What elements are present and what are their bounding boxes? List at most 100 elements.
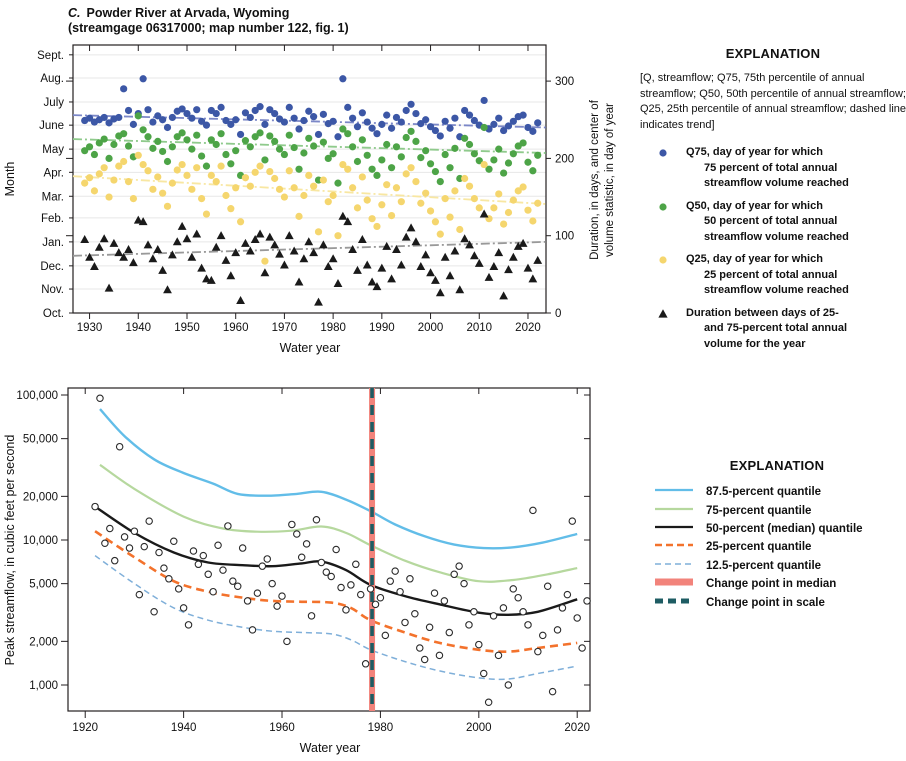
peak-data-point (179, 604, 188, 612)
scatter-point-duration (518, 238, 528, 247)
line-swatch-glyph (655, 578, 693, 586)
scatter-point-q75 (188, 114, 196, 122)
scatter-point-q75 (168, 113, 176, 122)
peak-data-point (165, 575, 173, 583)
scatter-point-q75 (412, 109, 420, 118)
scatter-point-q50 (280, 150, 289, 159)
scatter-point-q75 (339, 75, 347, 83)
peak-data-point (224, 522, 232, 530)
scatter-point-duration (167, 250, 177, 259)
scatter-point-duration (416, 262, 426, 271)
peak-data-point (475, 640, 483, 649)
scatter-point-duration (265, 232, 275, 241)
scatter-point-q75 (227, 120, 235, 128)
scatter-point-q50 (207, 136, 215, 144)
peak-data-point (376, 593, 385, 602)
scatter-point-q50 (275, 145, 284, 153)
peak-data-point (420, 655, 429, 664)
peak-data-point (553, 626, 562, 634)
peak-data-point (258, 562, 267, 570)
scatter-point-q25 (407, 164, 415, 172)
scatter-point-duration (460, 234, 470, 243)
month-tick-label: Jan. (42, 237, 64, 249)
scatter-point-q75 (198, 117, 206, 125)
scatter-point-q50 (339, 125, 347, 133)
scatter-point-duration (353, 265, 362, 274)
scatter-point-q25 (436, 230, 444, 238)
scatter-point-duration (367, 277, 377, 286)
scatter-point-q25 (202, 210, 211, 218)
scatter-point-q25 (514, 187, 522, 195)
scatter-point-duration (85, 252, 94, 261)
peak-data-point (489, 612, 498, 620)
scatter-point-duration (318, 240, 328, 249)
scatter-point-q50 (110, 140, 118, 149)
scatter-point-duration (163, 285, 172, 294)
scatter-point-q25 (241, 174, 250, 182)
peak-data-point (140, 542, 149, 551)
legend-row-q25line: 25-percent quantile (648, 538, 906, 556)
quantile-line-25-percent (94, 530, 578, 653)
right-tick-label: 200 (555, 153, 574, 165)
scatter-point-q25 (529, 217, 537, 225)
scatter-point-q75 (519, 111, 527, 119)
peak-data-point (494, 651, 503, 660)
scatter-point-duration (533, 255, 543, 264)
scatter-point-q50 (441, 150, 449, 159)
scatter-point-q75 (193, 106, 201, 114)
peak-data-point (356, 590, 365, 599)
scatter-point-duration (211, 242, 221, 251)
scatter-point-q50 (188, 145, 196, 153)
peak-data-point (416, 644, 424, 652)
scatter-point-q75 (241, 109, 250, 117)
scatter-point-q75 (314, 130, 323, 139)
scatter-point-q25 (378, 201, 386, 209)
scatter-point-q50 (266, 132, 274, 140)
scatter-point-q25 (95, 170, 103, 178)
scatter-point-q25 (256, 162, 264, 170)
scatter-point-q25 (212, 177, 220, 186)
scatter-point-q25 (222, 191, 230, 200)
scatter-point-duration (465, 240, 474, 249)
scatter-point-q25 (275, 185, 284, 193)
peak-data-point (534, 647, 542, 656)
bottom-y-axis-title: Peak streamflow, in cubic feet per secon… (3, 435, 17, 666)
scatter-point-q25 (246, 182, 254, 190)
scatter-point-q25 (110, 176, 118, 184)
peak-data-point (479, 669, 488, 678)
quantile-line-87.5-percent (99, 408, 578, 550)
peak-data-point (229, 577, 237, 585)
y-tick-label: 50,000 (23, 434, 58, 446)
scatter-point-q50 (324, 154, 332, 162)
scatter-point-q50 (451, 144, 459, 152)
scatter-point-duration (396, 260, 406, 269)
peak-data-point (435, 651, 444, 660)
peak-data-point (106, 524, 114, 533)
scatter-point-q25 (207, 171, 215, 180)
scatter-point-q25 (124, 177, 133, 186)
peak-data-point (583, 597, 591, 605)
scatter-point-q50 (198, 152, 206, 160)
y-tick-label: 20,000 (23, 491, 58, 503)
scatter-point-q50 (105, 154, 113, 162)
scatter-point-q25 (441, 194, 449, 203)
bottom-x-axis-title: Water year (300, 741, 361, 755)
legend-row-median: 50-percent (median) quantile (648, 520, 906, 538)
scatter-point-duration (192, 229, 202, 238)
scatter-point-duration (158, 265, 168, 274)
changepoint-scale-line-icon (648, 594, 700, 612)
scatter-point-duration (445, 271, 455, 280)
scatter-point-q75 (500, 126, 508, 135)
scatter-point-q75 (397, 118, 405, 126)
scatter-point-q25 (480, 160, 488, 169)
scatter-point-q25 (85, 174, 94, 182)
scatter-point-q75 (407, 100, 415, 108)
scatter-point-q25 (451, 187, 459, 195)
x-tick-label: 2020 (515, 322, 541, 334)
peak-data-point (386, 577, 395, 585)
scatter-point-q50 (480, 123, 488, 132)
peak-data-point (425, 623, 434, 632)
scatter-point-q25 (227, 205, 235, 213)
scatter-point-duration (362, 260, 372, 269)
scatter-point-duration (260, 268, 270, 277)
